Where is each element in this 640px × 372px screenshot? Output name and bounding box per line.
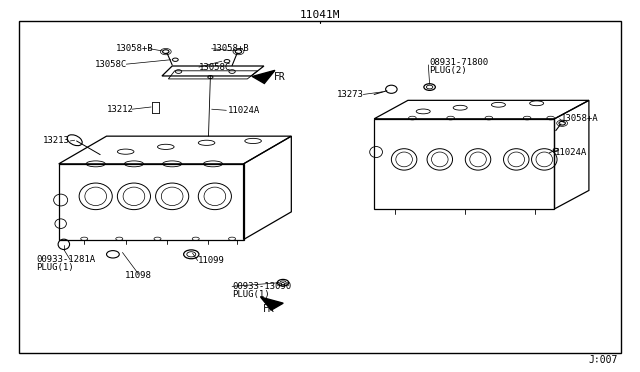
Text: 13273: 13273 xyxy=(337,90,364,99)
Text: FR: FR xyxy=(263,304,275,314)
Text: 11098: 11098 xyxy=(125,271,152,280)
Text: PLUG(1): PLUG(1) xyxy=(232,290,269,299)
Text: PLUG(2): PLUG(2) xyxy=(429,66,467,75)
Text: PLUG(1): PLUG(1) xyxy=(36,263,74,272)
Polygon shape xyxy=(260,297,284,310)
Text: 13212: 13212 xyxy=(107,105,134,114)
Text: 00933-1281A: 00933-1281A xyxy=(36,255,95,264)
Text: 13058+B: 13058+B xyxy=(212,44,250,53)
Text: FR: FR xyxy=(274,72,286,82)
Polygon shape xyxy=(252,70,275,83)
Text: 13058C: 13058C xyxy=(199,62,231,72)
Text: J∶007: J∶007 xyxy=(589,355,618,365)
Text: 13058+B: 13058+B xyxy=(115,44,153,53)
Text: 13058C: 13058C xyxy=(95,60,127,69)
Text: 00933-13090: 00933-13090 xyxy=(232,282,291,291)
Text: 11024A: 11024A xyxy=(554,148,587,157)
Text: 13058+A: 13058+A xyxy=(561,114,598,123)
Text: 11024A: 11024A xyxy=(228,106,260,115)
Text: 08931-71800: 08931-71800 xyxy=(429,58,489,67)
Text: 11041M: 11041M xyxy=(300,10,340,20)
Text: 11099: 11099 xyxy=(198,256,225,265)
Text: 13213: 13213 xyxy=(44,137,70,145)
